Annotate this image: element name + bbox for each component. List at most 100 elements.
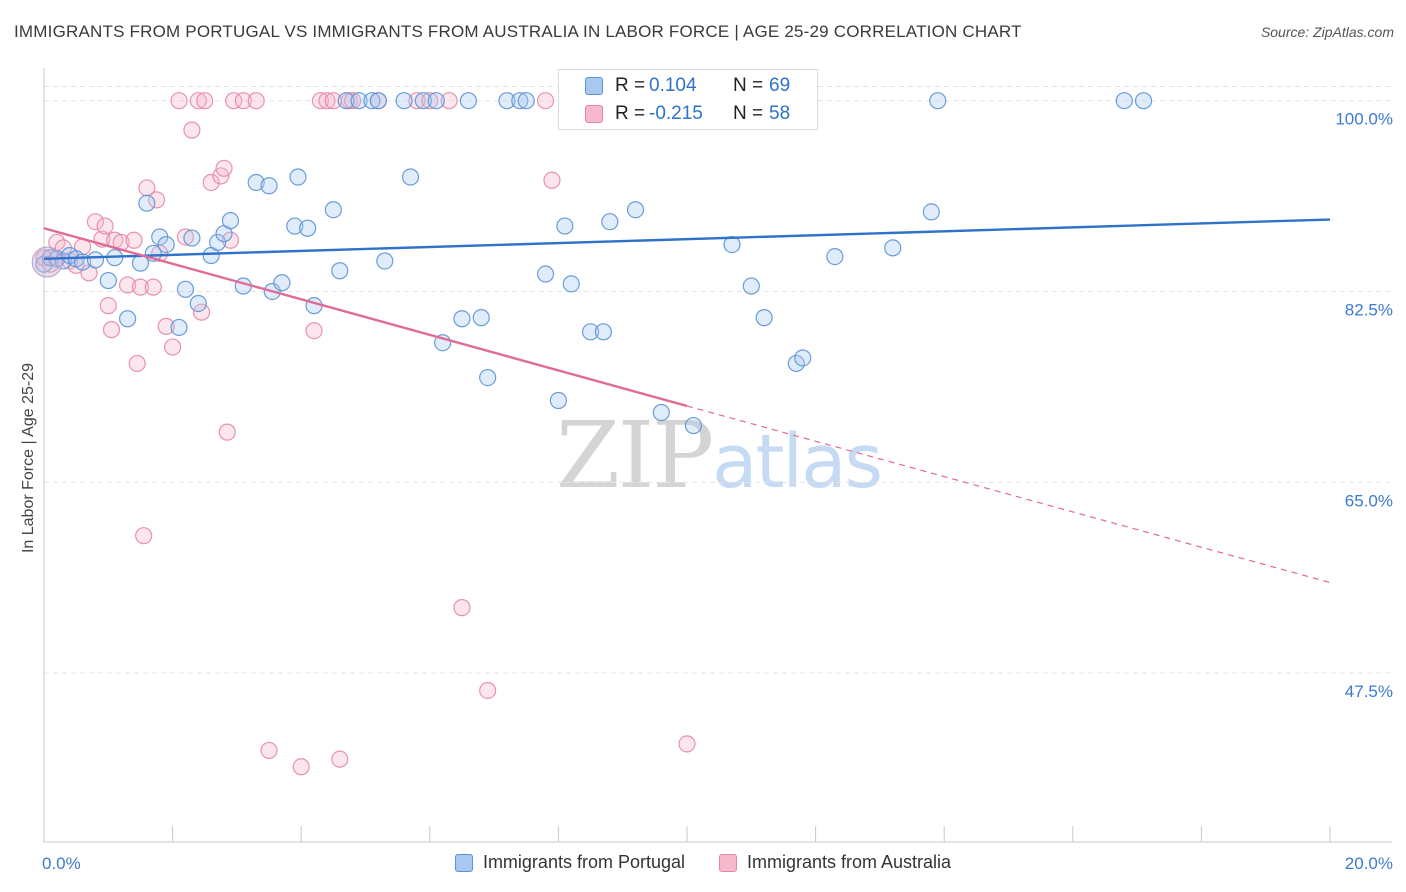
- australia-point: [135, 527, 153, 545]
- australia-point: [344, 92, 362, 110]
- portugal-point: [324, 201, 342, 219]
- portugal-point: [350, 92, 368, 110]
- portugal-point: [86, 251, 105, 269]
- portugal-point: [626, 201, 645, 219]
- australia-point: [234, 92, 252, 110]
- australia-point: [225, 92, 243, 110]
- portugal-point: [472, 309, 490, 327]
- australia-point: [157, 317, 175, 335]
- source-credit: Source: ZipAtlas.com: [1260, 24, 1394, 40]
- australia-point: [164, 338, 182, 356]
- portugal-point: [459, 92, 477, 110]
- portugal-point: [601, 213, 619, 231]
- chart-title: IMMIGRANTS FROM PORTUGAL VS IMMIGRANTS F…: [14, 22, 1022, 41]
- australia-point: [189, 92, 207, 110]
- portugal-point: [1134, 92, 1153, 110]
- trend-layer: [43, 218, 1331, 584]
- portugal-point: [498, 92, 516, 110]
- portugal-point: [209, 233, 227, 252]
- australia-point: [96, 217, 114, 235]
- portugal-point: [35, 255, 53, 273]
- portugal-point: [337, 92, 355, 110]
- portugal-point: [157, 236, 175, 254]
- australia-point: [99, 297, 117, 315]
- legend-item-australia[interactable]: Immigrants from Australia: [719, 852, 951, 873]
- legend-label-portugal: Immigrants from Portugal: [482, 852, 685, 872]
- portugal-point: [286, 217, 304, 235]
- y-tick-label: 100.0%: [1335, 110, 1393, 129]
- portugal-point: [363, 92, 381, 110]
- australia-n-label: N =: [733, 103, 764, 124]
- australia-point: [147, 191, 166, 209]
- australia-point: [138, 179, 156, 197]
- cluster-point: [31, 246, 63, 278]
- australia-point: [453, 599, 471, 617]
- portugal-point: [247, 173, 265, 192]
- portugal-point: [652, 403, 670, 422]
- portugal-point: [331, 262, 349, 280]
- australia-point: [215, 159, 233, 177]
- australia-n-value: 58: [769, 103, 791, 124]
- portugal-point: [414, 92, 432, 110]
- australia-point: [118, 276, 137, 294]
- portugal-r-value: 0.104: [649, 75, 697, 96]
- portugal-point: [99, 271, 117, 290]
- portugal-point: [826, 247, 844, 266]
- portugal-r-label: R =: [615, 75, 646, 96]
- australia-point: [128, 354, 146, 373]
- australia-legend-swatch: [719, 853, 737, 872]
- australia-point: [86, 213, 105, 231]
- portugal-swatch: [585, 77, 603, 95]
- australia-point: [408, 92, 426, 110]
- tick-labels: 100.0% 82.5% 65.0% 47.5% 0.0% 20.0%: [42, 110, 1393, 873]
- portugal-point: [273, 274, 291, 292]
- portugal-point: [794, 349, 812, 367]
- portugal-point: [289, 168, 307, 186]
- portugal-point: [562, 275, 580, 293]
- australia-point: [192, 303, 211, 321]
- portugal-point: [401, 168, 420, 186]
- australia-point: [176, 228, 195, 246]
- portugal-point: [189, 294, 207, 313]
- portugal-point: [170, 318, 188, 337]
- australia-point: [543, 171, 561, 189]
- australia-point: [479, 681, 497, 700]
- bottom-legend: Immigrants from Portugal Immigrants from…: [0, 852, 1406, 873]
- australia-point: [260, 741, 278, 760]
- portugal-point: [221, 212, 240, 230]
- australia-point: [318, 92, 336, 110]
- portugal-point: [376, 252, 394, 270]
- portugal-point: [260, 177, 278, 195]
- portugal-n-label: N =: [733, 75, 764, 96]
- portugal-point: [742, 277, 760, 295]
- australia-point: [678, 735, 696, 753]
- portugal-point: [369, 92, 387, 110]
- australia-r-label: R =: [615, 103, 646, 124]
- portugal-point: [299, 219, 317, 237]
- australia-point: [247, 92, 265, 110]
- australia-point: [170, 92, 188, 110]
- australia-point: [221, 231, 240, 249]
- portugal-point: [684, 416, 703, 435]
- portugal-point: [922, 203, 940, 221]
- portugal-n-value: 69: [769, 75, 791, 96]
- x-tick-label: 20.0%: [1345, 854, 1393, 873]
- australia-point: [536, 92, 555, 110]
- portugal-points: [31, 92, 1153, 435]
- australia-point: [131, 278, 150, 296]
- legend-item-portugal[interactable]: Immigrants from Portugal: [454, 852, 685, 873]
- portugal-point: [536, 265, 555, 283]
- y-tick-label: 65.0%: [1345, 491, 1393, 510]
- portugal-point: [479, 369, 497, 387]
- portugal-point: [1115, 92, 1133, 110]
- portugal-point: [183, 229, 201, 247]
- australia-point: [305, 322, 323, 340]
- portugal-point: [929, 92, 947, 110]
- portugal-point: [427, 92, 445, 110]
- watermark-atlas: atlas: [712, 419, 883, 505]
- portugal-point: [395, 92, 413, 110]
- portugal-point: [556, 217, 574, 235]
- portugal-point: [138, 194, 156, 212]
- australia-point: [196, 92, 214, 110]
